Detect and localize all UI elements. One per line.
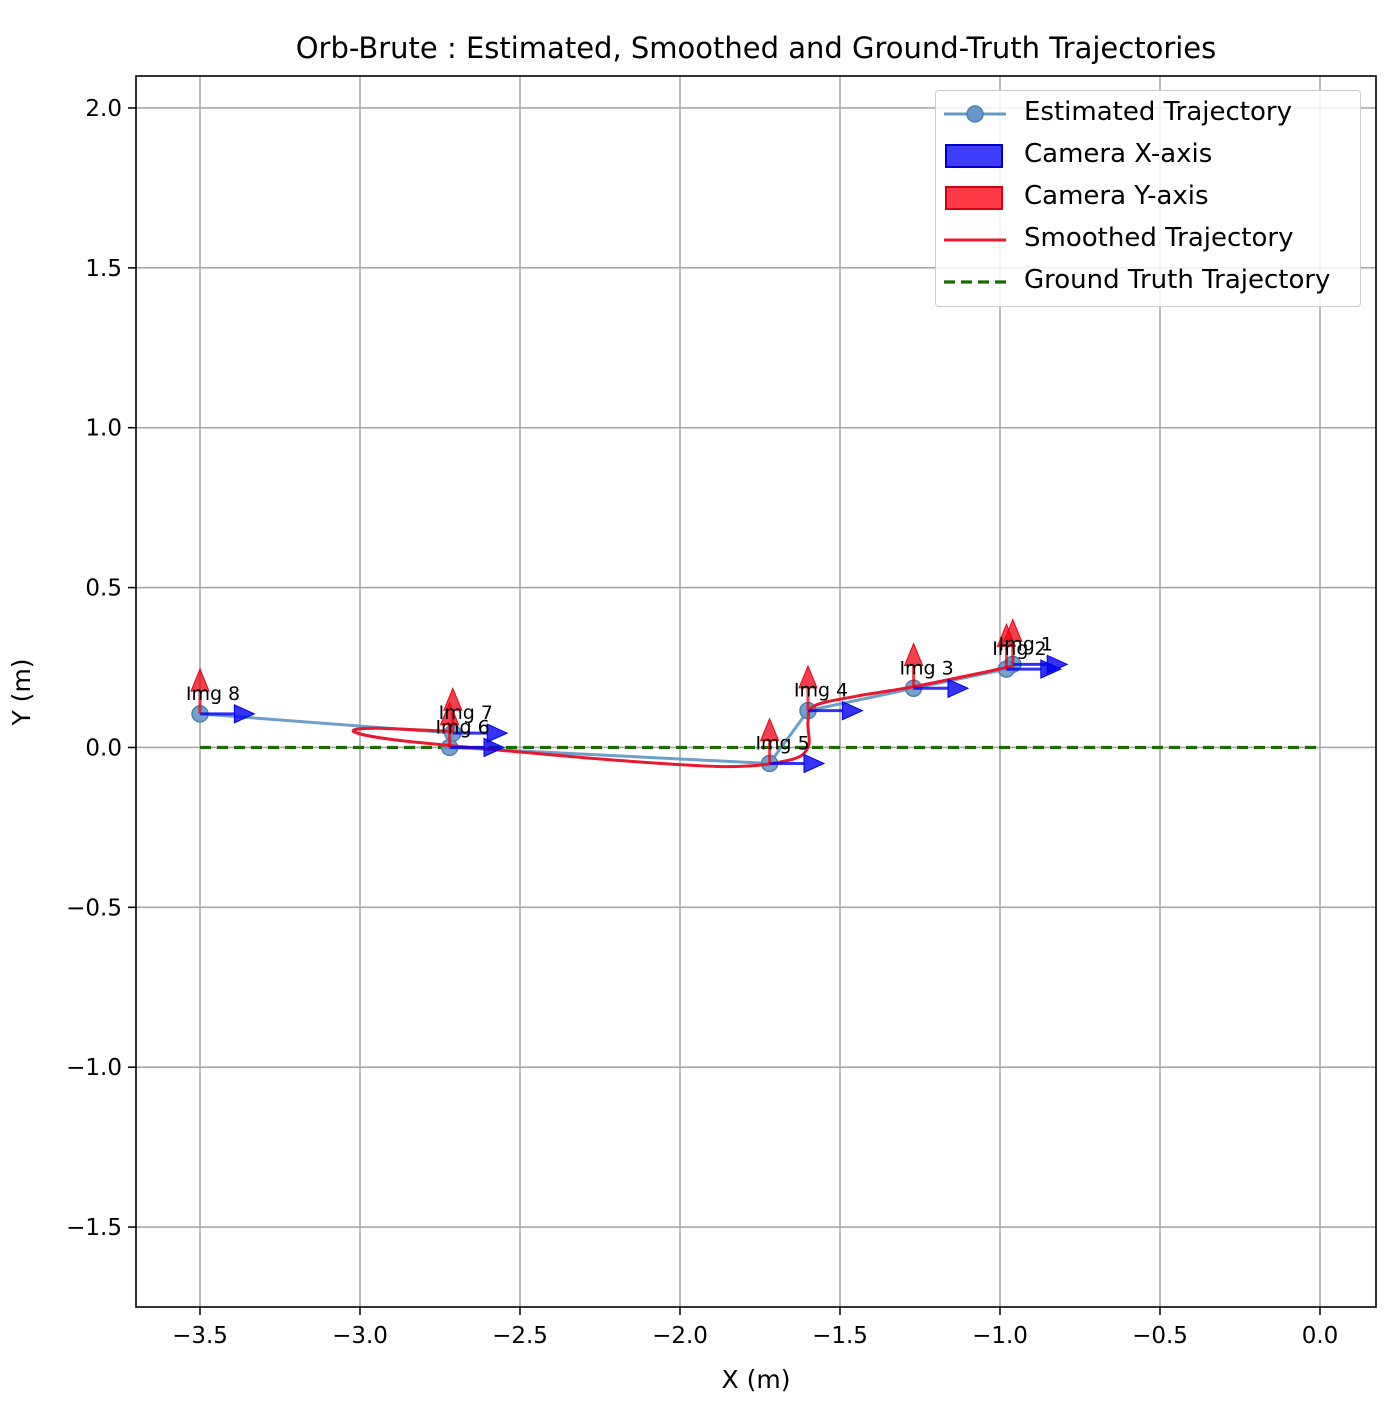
legend-smoothed-symbol: [944, 238, 1006, 242]
smoothed-trajectory-line: [351, 664, 1014, 769]
chart-title: Orb-Brute : Estimated, Smoothed and Grou…: [296, 31, 1217, 65]
image-label: Img 5: [755, 732, 809, 754]
x-axis-label: X (m): [722, 1365, 791, 1394]
image-label: Img 1: [999, 633, 1053, 655]
legend-item-camera-y: Camera Y-axis: [936, 177, 1360, 219]
legend-label: Camera Y-axis: [1024, 181, 1209, 211]
x-tick-label: −3.0: [332, 1323, 388, 1349]
image-label: Img 6: [435, 716, 489, 738]
camera-y-axis-arrow: [759, 717, 780, 742]
y-tick-label: 0.0: [85, 735, 122, 761]
legend-label: Camera X-axis: [1024, 139, 1213, 169]
y-tick-label: 2.0: [85, 96, 122, 122]
x-tick-label: −0.5: [1132, 1323, 1188, 1349]
camera-axes-layer: [190, 618, 1069, 774]
camera-x-axis-arrow: [1040, 659, 1063, 679]
legend-item-estimated: Estimated Trajectory: [936, 93, 1360, 135]
legend-label: Estimated Trajectory: [1024, 97, 1292, 127]
camera-y-axis-arrow: [190, 667, 210, 692]
legend-item-smoothed: Smoothed Trajectory: [936, 219, 1360, 261]
legend-label: Smoothed Trajectory: [1024, 223, 1294, 253]
camera-x-axis-arrow: [947, 678, 970, 699]
x-tick-label: −2.0: [652, 1323, 708, 1349]
legend: Estimated Trajectory Camera X-axis Camer…: [935, 90, 1361, 307]
camera-y-axis-arrow: [996, 623, 1017, 647]
legend-item-camera-x: Camera X-axis: [936, 135, 1360, 177]
legend-ground-truth-symbol: [944, 280, 1006, 284]
legend-camera-y-symbol: [945, 186, 1003, 210]
legend-camera-x-symbol: [945, 144, 1003, 168]
camera-x-axis-arrow: [486, 723, 509, 743]
legend-item-ground-truth: Ground Truth Trajectory: [936, 261, 1360, 303]
camera-x-axis-arrow: [803, 753, 826, 774]
x-tick-label: −1.5: [812, 1323, 868, 1349]
plot-frame: [135, 75, 1377, 1308]
camera-x-axis-arrow: [841, 700, 864, 721]
camera-y-axis-arrow: [443, 686, 463, 711]
x-tick-label: −3.5: [172, 1323, 228, 1349]
image-label: Img 8: [186, 683, 240, 705]
image-label: Img 3: [899, 657, 953, 679]
axis-ticks: −3.5 −3.0 −2.5 −2.0 −1.5 −1.0 −0.5 0.0 2.0 1.5 1.0…: [66, 96, 1338, 1349]
legend-estimated-symbol: [944, 105, 1006, 123]
estimated-layer: [191, 655, 1022, 773]
legend-label: Ground Truth Trajectory: [1024, 265, 1331, 295]
y-tick-label: −0.5: [66, 895, 122, 921]
x-tick-label: −1.0: [972, 1323, 1028, 1349]
smoothed-layer: [351, 664, 1014, 769]
y-tick-label: 1.5: [85, 256, 122, 282]
x-tick-label: 0.0: [1302, 1323, 1339, 1349]
image-label: Img 4: [794, 680, 848, 702]
image-label: Img 7: [439, 702, 493, 724]
y-tick-label: −1.5: [66, 1215, 122, 1241]
y-tick-label: 1.0: [85, 416, 122, 442]
camera-x-axis-arrow: [483, 737, 506, 758]
x-tick-label: −2.5: [492, 1323, 548, 1349]
y-tick-label: −1.0: [66, 1055, 122, 1081]
camera-y-axis-arrow: [798, 664, 818, 689]
y-tick-label: 0.5: [85, 576, 122, 602]
image-label: Img 2: [992, 638, 1046, 660]
camera-x-axis-arrow: [233, 704, 256, 724]
camera-y-axis-arrow: [903, 642, 924, 667]
y-axis-label: Y (m): [7, 658, 36, 726]
